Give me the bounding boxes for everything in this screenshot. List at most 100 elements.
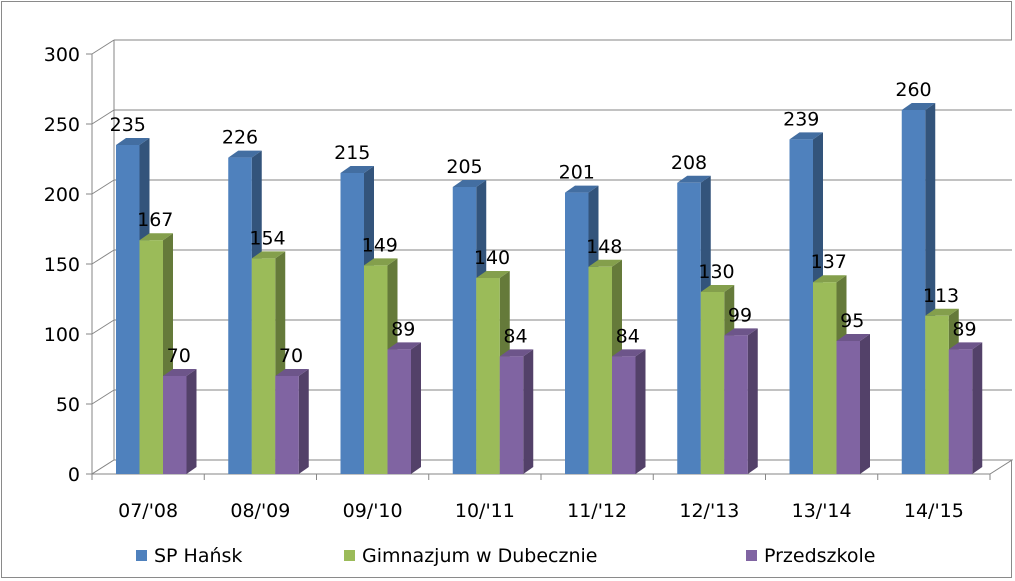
data-label: 137 xyxy=(811,251,847,273)
bar xyxy=(789,139,813,474)
bar-side xyxy=(860,334,870,474)
gridline-diagonal xyxy=(91,39,115,55)
bar-side xyxy=(298,369,309,474)
bar xyxy=(251,258,276,474)
bar-top xyxy=(813,275,847,283)
y-tick-label: 300 xyxy=(44,44,80,66)
bar-side xyxy=(747,328,758,474)
bar-top xyxy=(452,180,487,187)
bar-side xyxy=(411,342,421,474)
x-tick-label: 08/'09 xyxy=(230,500,290,522)
bar xyxy=(452,187,477,474)
bar-top xyxy=(588,259,622,267)
legend-swatch xyxy=(136,550,147,561)
bar-top xyxy=(139,233,173,241)
bar xyxy=(228,157,252,474)
bar-top xyxy=(948,342,983,350)
bar xyxy=(116,145,140,474)
data-label: 235 xyxy=(110,114,146,136)
bar-top xyxy=(228,150,262,158)
x-tick-label: 10/'11 xyxy=(455,500,515,522)
bar-side xyxy=(186,369,197,474)
data-label: 99 xyxy=(728,304,752,326)
data-label: 140 xyxy=(474,247,510,269)
gridlines xyxy=(91,39,1012,475)
bar-top xyxy=(116,138,150,145)
bar-side xyxy=(972,342,983,474)
bar xyxy=(387,349,411,474)
bar xyxy=(724,335,748,474)
data-label: 205 xyxy=(446,156,482,178)
bar-top xyxy=(499,349,534,357)
data-label: 239 xyxy=(783,108,819,130)
bar-top xyxy=(789,132,823,140)
data-label: 84 xyxy=(503,325,527,347)
data-label: 215 xyxy=(334,142,370,164)
data-label: 148 xyxy=(586,236,622,258)
gridline-diagonal xyxy=(91,179,115,195)
bar xyxy=(612,356,636,474)
data-label: 154 xyxy=(249,227,285,249)
x-tick-label: 12/'13 xyxy=(679,500,739,522)
bar-top xyxy=(275,369,309,376)
bar xyxy=(677,182,701,475)
bar-top xyxy=(364,258,398,266)
legend-swatch xyxy=(344,550,355,561)
bar-top xyxy=(387,342,421,350)
bar-top xyxy=(612,349,646,357)
gridline-diagonal xyxy=(91,249,115,265)
data-label: 70 xyxy=(279,345,303,367)
bar xyxy=(901,110,926,474)
legend-label: SP Hańsk xyxy=(154,545,242,567)
bar-top xyxy=(476,271,510,278)
y-tick-label: 100 xyxy=(44,324,80,346)
bar xyxy=(836,341,860,474)
bar-top xyxy=(565,185,599,193)
tick-labels: 0 50 100 150 200 250 300 07/'08 08/'09 09/'10 10/'… xyxy=(44,44,964,522)
data-label: 149 xyxy=(362,234,398,256)
data-label: 89 xyxy=(391,318,415,340)
bar-top xyxy=(724,328,758,336)
bar-top xyxy=(340,166,374,173)
x-tick-label: 13/'14 xyxy=(792,500,852,522)
data-label: 84 xyxy=(616,325,640,347)
data-label: 95 xyxy=(840,310,864,332)
bar xyxy=(499,356,524,474)
y-tick-label: 250 xyxy=(44,114,80,136)
data-label: 113 xyxy=(923,285,959,307)
y-tick-label: 150 xyxy=(44,254,80,276)
bar xyxy=(275,376,299,474)
bar-top xyxy=(836,334,870,341)
bar xyxy=(476,278,500,474)
bars xyxy=(116,103,983,475)
bar xyxy=(813,282,837,474)
bar xyxy=(163,376,187,474)
bar-top xyxy=(925,308,959,316)
gridline-diagonal xyxy=(91,109,115,125)
legend-label: Przedszkole xyxy=(764,545,875,567)
data-label: 226 xyxy=(222,127,258,149)
data-label: 208 xyxy=(671,152,707,174)
x-tick-label: 11/'12 xyxy=(567,500,627,522)
y-tick-label: 200 xyxy=(44,184,80,206)
y-tick-label: 50 xyxy=(56,394,80,416)
bar xyxy=(364,265,388,474)
bar-top xyxy=(677,175,711,183)
gridline-diagonal xyxy=(91,389,115,405)
legend-swatch xyxy=(746,550,757,561)
axes xyxy=(86,53,1013,480)
x-tick-label: 07/'08 xyxy=(118,500,178,522)
x-tick-label: 09/'10 xyxy=(343,500,403,522)
data-label: 70 xyxy=(167,345,191,367)
bar xyxy=(925,315,949,474)
y-tick-label: 0 xyxy=(68,464,80,486)
bar-top xyxy=(163,369,197,376)
data-labels: 235 167 70 226 154 70 215 149 89 205 140 84 201 148 84… xyxy=(110,79,977,367)
bar-top xyxy=(901,103,936,110)
bar-side xyxy=(523,349,534,474)
bar xyxy=(565,192,589,474)
data-label: 201 xyxy=(559,162,595,184)
bar-top xyxy=(700,285,735,292)
